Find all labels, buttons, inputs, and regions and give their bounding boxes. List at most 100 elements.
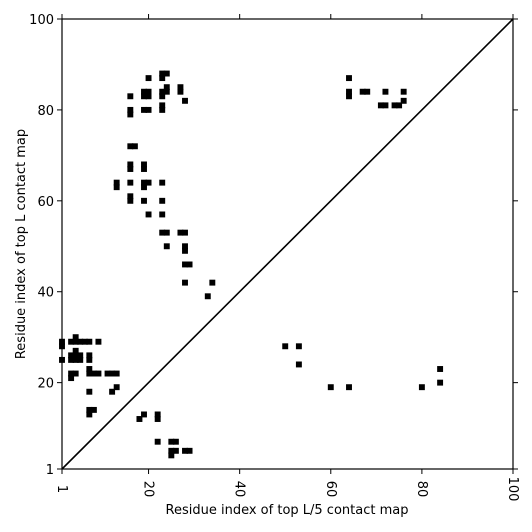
contact-point [400,97,407,104]
contact-point [177,88,184,95]
contact-point [113,184,120,191]
plot-frame [61,18,514,470]
y-tick-label: 1 [46,463,54,478]
contact-point [172,447,179,454]
contact-point [86,356,93,363]
contact-point [159,70,166,77]
contact-point [168,438,175,445]
contact-point [382,102,389,109]
contact-point [346,75,352,82]
contact-point [204,293,211,300]
contact-point [127,179,134,186]
contact-point [86,366,93,372]
contact-point [141,166,147,172]
contact-point [90,406,97,413]
contact-points [59,70,444,459]
contact-point [377,102,384,109]
contact-point [418,384,425,391]
contact-point [145,88,152,95]
contact-point [159,75,166,82]
contact-point [168,452,175,459]
x-tick-label: 80 [414,481,429,498]
contact-point [159,93,166,100]
contact-point [159,179,166,186]
contact-point [145,211,152,218]
contact-point [131,143,138,150]
contact-point [172,438,179,445]
contact-point [177,84,184,91]
contact-point [145,179,152,186]
contact-point [113,179,120,186]
contact-point [113,370,120,377]
contact-point [186,261,193,268]
contact-point [68,375,75,382]
contact-point [154,411,161,418]
contact-point [127,111,134,118]
y-tick-label: 80 [37,104,54,119]
contact-point [127,143,134,150]
contact-point [382,88,389,95]
x-axis-ticks: 1 20 40 60 80 100 [54,14,520,501]
y-tick-label: 100 [29,13,54,28]
contact-point [141,161,147,168]
contact-point [95,370,102,377]
contact-point [68,352,75,359]
diagonal-line [61,18,514,470]
contact-point [136,416,143,422]
contact-point [90,370,97,377]
contact-point [163,229,170,236]
contact-point [282,343,289,350]
contact-point [86,352,93,359]
contact-point [72,370,79,377]
contact-point [159,229,166,236]
x-tick-label: 20 [141,481,156,498]
contact-point [127,93,134,100]
contact-point [72,352,79,359]
x-tick-label: 60 [323,481,338,498]
contact-point [86,411,93,418]
contact-point [141,197,147,204]
contact-point [391,102,398,109]
contact-point [127,161,134,168]
contact-point [163,243,170,250]
contact-point [159,197,166,204]
contact-point [81,338,88,345]
contact-point [159,102,166,109]
contact-point [68,370,75,377]
y-tick-label: 60 [37,195,54,210]
contact-point [77,338,84,345]
y-axis-ticks: 1 20 40 60 80 100 [29,13,518,478]
contact-point [68,356,75,363]
contact-point [182,97,188,104]
contact-point [72,347,79,354]
contact-point [72,334,79,341]
contact-point [141,93,147,100]
contact-point [86,370,93,377]
contact-point [145,75,152,82]
contact-point [163,88,170,95]
contact-point [346,88,352,95]
y-tick-label: 20 [37,377,54,392]
contact-point [182,243,188,250]
contact-point [145,106,152,113]
contact-point [154,416,161,422]
contact-point [141,106,147,113]
contact-point [141,88,147,95]
contact-point [364,88,371,95]
contact-point [182,261,188,268]
contact-point [159,88,166,95]
contact-point [346,384,352,391]
contact-point [154,438,161,445]
x-tick-label: 40 [232,481,247,498]
contact-point [141,411,147,418]
contact-point [77,356,84,363]
contact-point [177,229,184,236]
contact-point [163,84,170,91]
contact-point [186,447,193,454]
contact-point [159,211,166,218]
contact-point [295,343,302,350]
contact-point [400,88,407,95]
contact-point [346,93,352,100]
y-tick-label: 40 [37,286,54,301]
